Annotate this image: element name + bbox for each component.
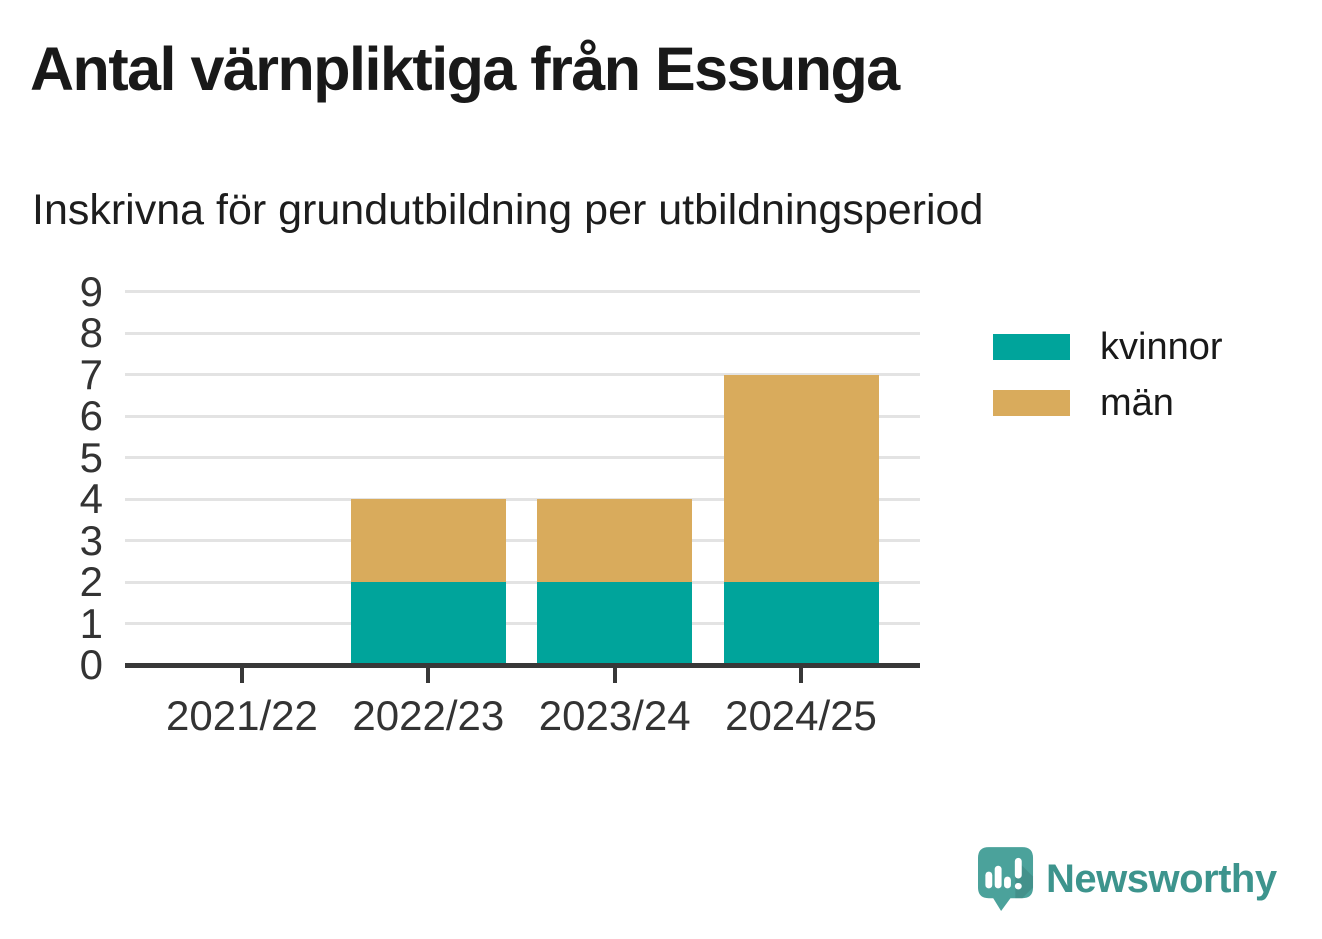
gridline [125, 497, 920, 501]
x-tick-label: 2021/22 [166, 692, 318, 739]
gridline [125, 539, 920, 542]
y-tick-label: 1 [79, 599, 103, 647]
x-tick-label: 2024/25 [725, 692, 877, 739]
y-tick-label: 7 [79, 350, 103, 398]
y-tick-label: 0 [79, 641, 103, 688]
x-axis-tick [799, 665, 804, 683]
bar-segment-män-2023/24 [537, 499, 693, 582]
gridline [125, 456, 920, 459]
y-tick-label: 9 [79, 267, 103, 315]
newsworthy-speech-bubble-bar-chart-icon [978, 847, 1034, 911]
legend-label: män [1100, 381, 1174, 424]
bar-segment-män-2022/23 [350, 499, 506, 582]
x-tick-label: 2023/24 [538, 692, 691, 739]
y-tick-label: 5 [79, 433, 103, 481]
x-tick-label: 2022/23 [352, 692, 505, 739]
gridline [125, 290, 920, 293]
bar-segment-kvinnor-2022/23 [350, 582, 506, 665]
brand-footer: Newsworthy [978, 847, 1277, 916]
gridline [125, 414, 920, 418]
y-tick-label: 4 [79, 475, 103, 522]
legend-item-män: män [993, 381, 1223, 425]
x-axis-tick [426, 665, 431, 683]
x-axis-tick [239, 665, 244, 683]
legend: kvinnor män [993, 325, 1223, 437]
bar-segment-kvinnor-2024/25 [723, 582, 879, 665]
chart-title: Antal värnpliktiga från Essunga [30, 35, 900, 103]
legend-label: kvinnor [1100, 325, 1223, 368]
x-axis-tick [612, 665, 617, 683]
y-tick-label: 8 [79, 309, 103, 356]
gridline [125, 373, 920, 376]
y-tick-label: 3 [79, 516, 103, 564]
brand-name: Newsworthy [1046, 857, 1277, 901]
y-tick-label: 6 [79, 392, 103, 439]
x-axis-line [125, 662, 920, 668]
bar-segment-kvinnor-2023/24 [537, 582, 693, 665]
chart-subtitle: Inskrivna för grundutbildning per utbild… [32, 186, 984, 234]
y-tick-label: 2 [79, 558, 103, 605]
bar-segment-män-2024/25 [723, 374, 879, 582]
gridline [125, 580, 920, 584]
legend-swatch-kvinnor [993, 334, 1070, 360]
legend-item-kvinnor: kvinnor [993, 325, 1223, 369]
gridline [125, 622, 920, 625]
legend-swatch-män [993, 390, 1070, 416]
gridline [125, 331, 920, 335]
